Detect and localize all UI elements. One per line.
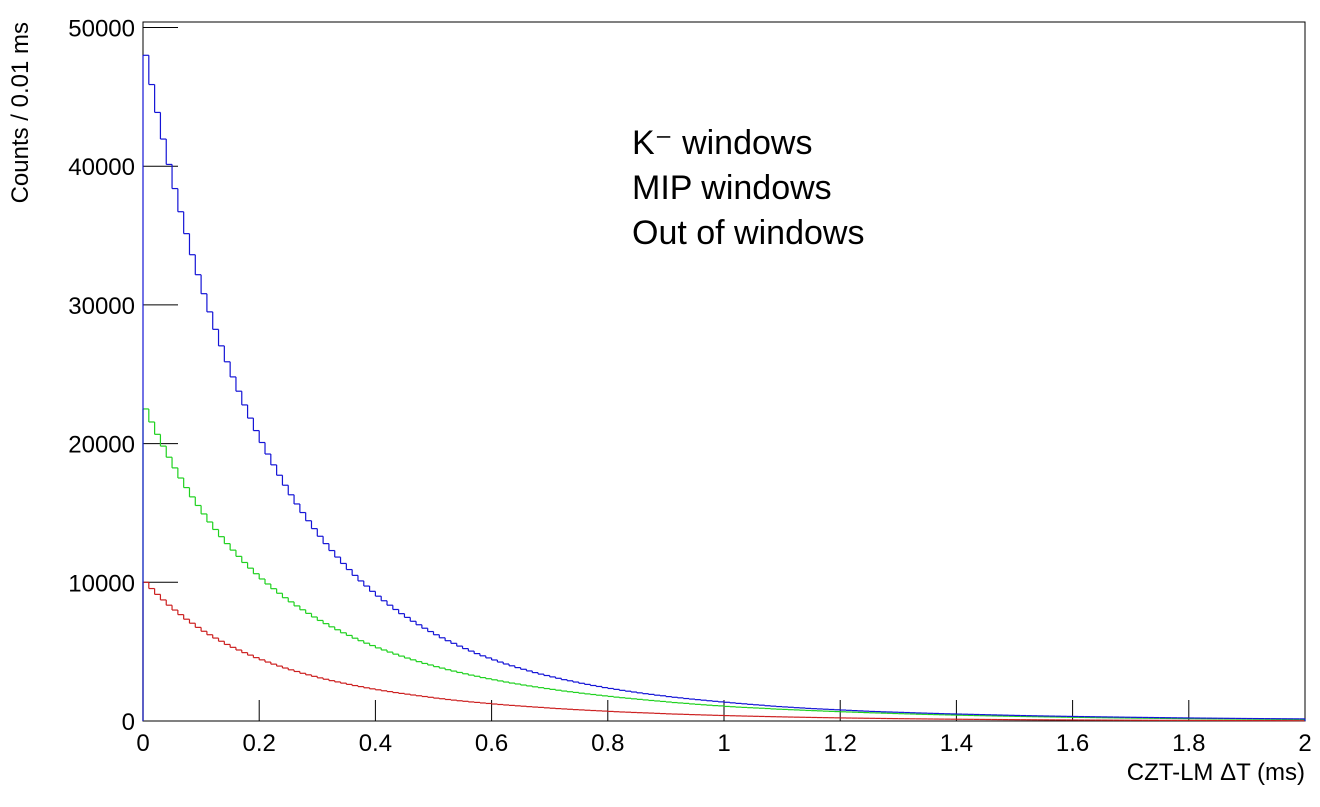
histogram-step [142, 55, 1306, 721]
legend-entry: K⁻ windows [632, 124, 812, 162]
histogram-step [142, 408, 1306, 721]
y-tick-label: 20000 [68, 432, 135, 459]
histogram-series [142, 581, 1306, 722]
x-tick-label: 1.4 [940, 730, 973, 757]
y-tick-label: 40000 [68, 154, 135, 181]
histogram-series [142, 54, 1306, 721]
x-tick-label: 1 [717, 730, 730, 757]
legend-entry: Out of windows [632, 214, 864, 252]
x-tick-label: 1.8 [1172, 730, 1205, 757]
x-tick-label: 1.6 [1056, 730, 1089, 757]
x-tick-label: 0.2 [243, 730, 276, 757]
x-tick-label: 0.8 [591, 730, 624, 757]
x-tick-label: 1.2 [824, 730, 857, 757]
x-tick-label: 0 [136, 730, 149, 757]
legend-entry: MIP windows [632, 169, 832, 207]
y-tick-label: 50000 [68, 16, 135, 43]
y-tick-label: 30000 [68, 293, 135, 320]
y-axis-title: Counts / 0.01 ms [7, 22, 34, 203]
y-tick-label: 10000 [68, 570, 135, 597]
histogram-series [142, 408, 1306, 721]
x-tick-label: 0.6 [475, 730, 508, 757]
x-tick-label: 0.4 [359, 730, 392, 757]
x-tick-label: 2 [1298, 730, 1311, 757]
x-axis-title: CZT-LM ΔT (ms) [1127, 759, 1305, 786]
y-tick-label: 0 [122, 709, 135, 736]
